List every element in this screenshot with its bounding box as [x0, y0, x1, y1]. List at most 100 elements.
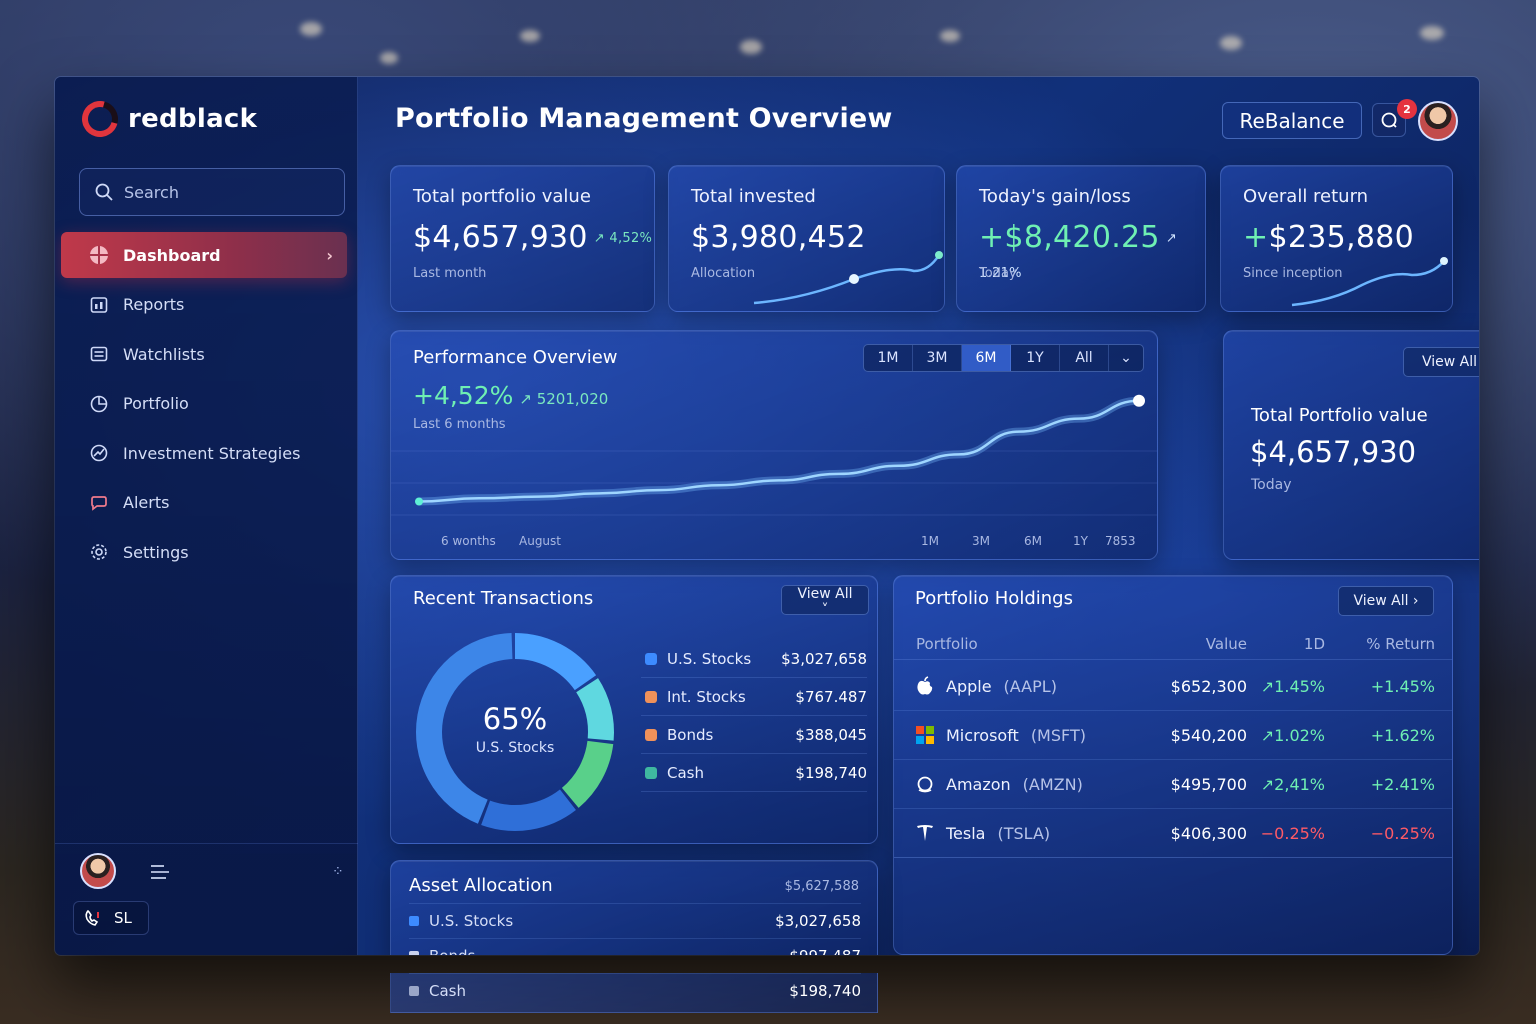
allocation-label: U.S. Stocks	[429, 912, 514, 930]
column-header[interactable]: Portfolio	[916, 634, 978, 653]
performance-pct: +4,52% ↗ 5201,020	[413, 381, 608, 410]
sparkline	[1291, 257, 1448, 307]
sidebar-item-settings[interactable]: Settings	[61, 529, 347, 575]
range-tab-1m[interactable]: 1M	[864, 345, 913, 371]
range-tab-6m[interactable]: 6M	[962, 345, 1011, 371]
donut-segment[interactable]	[514, 633, 597, 691]
donut-segment[interactable]	[575, 678, 614, 741]
allocation-label: Cash	[429, 982, 466, 1000]
search-icon	[95, 183, 113, 201]
holding-1d-value: 2,41%	[1274, 774, 1325, 794]
view-all-label: View All	[797, 586, 853, 602]
column-header[interactable]: Value	[1205, 634, 1247, 653]
allocation-value: $3,027,658	[775, 912, 861, 930]
holding-value: $406,300	[1170, 823, 1247, 843]
view-all-button[interactable]: View All ˅	[781, 585, 869, 618]
stat-card-todays-gain-loss[interactable]: Today's gain/loss +$8,420.25 ↗ 1.21% Toda…	[956, 165, 1206, 312]
sidebar-item-label: Watchlists	[123, 344, 205, 364]
stat-card-overall-return[interactable]: Overall return +$235,880 Since inception	[1220, 165, 1453, 312]
sidebar-item-watchlists[interactable]: Watchlists	[61, 331, 347, 377]
tesla-icon	[917, 825, 933, 841]
stat-card-total-invested[interactable]: Total invested $3,980,452 Allocation	[668, 165, 945, 312]
column-header[interactable]: 1D	[1303, 634, 1325, 653]
sidebar-item-reports[interactable]: Reports	[61, 282, 347, 328]
holding-value: $495,700	[1170, 774, 1247, 794]
table-row[interactable]: Amazon (AMZN) $495,700 ↗2,41% +2.41%	[894, 760, 1452, 809]
profile-avatar[interactable]	[1418, 101, 1458, 141]
sparkline	[753, 251, 943, 305]
performance-pct-value: +4,52%	[413, 381, 514, 410]
performance-value: ↗ 5201,020	[519, 390, 609, 408]
more-dots-icon[interactable]: ⁘	[332, 864, 344, 880]
table-row[interactable]: Apple (AAPL) $652,300 ↗1.45% +1.45%	[894, 662, 1452, 711]
sidebar-item-alerts[interactable]: Alerts	[61, 480, 347, 526]
allocation-total: $5,627,588	[784, 879, 859, 894]
legend-label: Cash	[667, 763, 704, 782]
allocation-row[interactable]: Bonds $997,487	[409, 938, 861, 955]
performance-chart	[391, 394, 1157, 516]
range-tab-3m[interactable]: 3M	[913, 345, 962, 371]
chevron-down-icon[interactable]: ⌄	[1120, 350, 1132, 366]
section-title: Portfolio Holdings	[915, 588, 1073, 609]
donut-segment[interactable]	[481, 789, 576, 831]
phone-icon	[85, 909, 99, 926]
allocation-swatch	[409, 916, 419, 926]
series-line	[418, 399, 1140, 503]
sidebar-item-label: Alerts	[123, 493, 170, 512]
strategies-icon	[89, 443, 109, 463]
performance-sub: Last 6 months	[413, 417, 506, 432]
holding-ticker: (MSFT)	[1030, 725, 1086, 745]
view-all-button[interactable]: View All	[1403, 347, 1479, 377]
user-switcher[interactable]: SL	[73, 901, 149, 935]
menu-icon[interactable]	[150, 864, 170, 880]
sidebar-footer: ⁘ SL	[55, 843, 358, 955]
allocation-label: Bonds	[429, 947, 475, 955]
stat-value-text: +$8,420.25	[979, 220, 1160, 255]
holding-return: +1.45%	[1370, 676, 1435, 696]
bokeh-light	[740, 40, 762, 54]
holding-1d-value: 1.02%	[1274, 725, 1325, 745]
tpv-sub: Today	[1251, 477, 1292, 493]
stat-change-value: 4,52%	[609, 231, 653, 246]
user-avatar[interactable]	[80, 853, 116, 889]
table-row[interactable]: Microsoft (MSFT) $540,200 ↗1.02% +1.62%	[894, 711, 1452, 760]
tpv-value: $4,657,930	[1250, 435, 1417, 469]
amazon-icon	[917, 776, 933, 793]
rebalance-button[interactable]: ReBalance	[1222, 102, 1362, 139]
axis-label: 1M	[921, 534, 939, 548]
stat-card-total-portfolio-value[interactable]: Total portfolio value $4,657,930 ↗ 4,52% …	[390, 165, 655, 312]
stat-sub: Allocation	[691, 266, 756, 281]
allocation-row[interactable]: Cash $198,740	[409, 973, 861, 1008]
view-all-button[interactable]: View All ›	[1338, 586, 1434, 616]
portfolio-holdings-card: Portfolio Holdings View All › Portfolio …	[893, 575, 1453, 955]
sidebar-item-dashboard[interactable]: Dashboard ›	[61, 232, 347, 278]
search-input[interactable]	[124, 182, 324, 202]
holding-return: −0.25%	[1370, 823, 1435, 843]
allocation-row[interactable]: U.S. Stocks $3,027,658	[409, 903, 861, 938]
stat-change: ↗ 1.21%	[979, 231, 1178, 281]
donut-segment[interactable]	[416, 633, 513, 824]
range-tab-1y[interactable]: 1Y	[1011, 345, 1060, 371]
dashboard-window: redblack Dashboard › Reports Watchlists	[55, 77, 1479, 955]
range-selector: 1M 3M 6M 1Y All ⌄	[863, 344, 1144, 372]
sidebar-nav: Dashboard › Reports Watchlists Portfolio…	[61, 232, 347, 579]
legend-value: $767.487	[795, 687, 867, 706]
stat-sub: Last month	[413, 266, 487, 281]
search-box[interactable]	[79, 168, 345, 216]
asset-allocation-card-overflow: Cash $198,740	[390, 973, 878, 1013]
donut-segment[interactable]	[561, 740, 614, 808]
brand-logo[interactable]: redblack	[75, 94, 257, 144]
legend-swatch	[645, 652, 657, 665]
holding-label: Tesla	[946, 823, 986, 843]
performance-title: Performance Overview	[413, 347, 618, 368]
range-tab-all[interactable]: All	[1060, 345, 1109, 371]
tpv-label: Total Portfolio value	[1251, 405, 1428, 426]
sidebar-item-investment-strategies[interactable]: Investment Strategies	[61, 430, 347, 476]
settings-icon	[89, 542, 109, 562]
sidebar-item-portfolio[interactable]: Portfolio	[61, 381, 347, 427]
holding-1d-value: 1.45%	[1274, 676, 1325, 696]
column-header[interactable]: % Return	[1366, 634, 1435, 653]
table-row[interactable]: Tesla (TSLA) $406,300 −0.25% −0.25%	[894, 809, 1452, 858]
total-portfolio-value-card: View All Total Portfolio value $4,657,93…	[1223, 330, 1479, 560]
bokeh-light	[940, 30, 960, 42]
